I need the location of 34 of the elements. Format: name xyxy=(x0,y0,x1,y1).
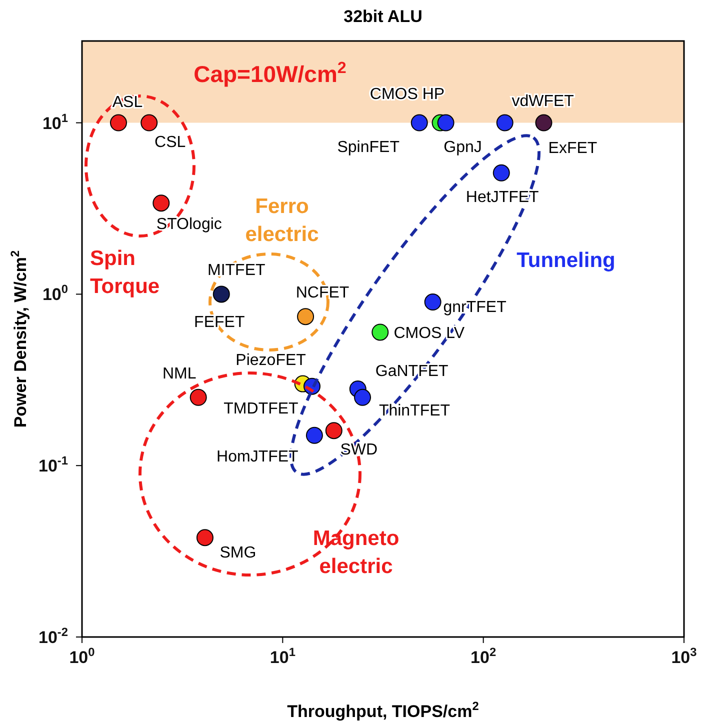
annotation: Spin Torque xyxy=(90,247,160,298)
band-label: Cap=10W/cm$^{2}$ xyxy=(194,59,346,87)
y-tick-label: 10$^{-2}$ xyxy=(38,625,68,647)
annotation: TMDTFET xyxy=(224,400,299,418)
annotation: NML xyxy=(162,365,196,382)
annotation: gnrTFET xyxy=(443,299,507,316)
annotation: ASL xyxy=(112,94,143,111)
y-tick-label: 10$^{-1}$ xyxy=(38,454,68,476)
annotation: CSL xyxy=(154,134,186,151)
x-tick-label: 10$^{1}$ xyxy=(270,645,296,667)
annotation: PiezoFET xyxy=(236,352,306,369)
y-tick-label: 10$^{1}$ xyxy=(42,110,68,133)
annotation: HomJTFET xyxy=(216,448,299,466)
annotation: CMOS HP xyxy=(370,86,445,103)
annotation: SpinFET xyxy=(337,138,400,156)
annotation: STOlogic xyxy=(156,216,222,234)
annotation: CMOS LV xyxy=(394,325,465,342)
chart-title: 32bit ALU xyxy=(344,7,422,26)
annotation: FEFET xyxy=(194,314,245,332)
annotation: SMG xyxy=(220,544,256,562)
annotation: Ferro electric xyxy=(245,195,320,246)
x-tick-label: 10$^{2}$ xyxy=(470,645,496,667)
x-tick-label: 10$^{3}$ xyxy=(671,645,698,667)
annotation: vdWFET xyxy=(512,92,574,110)
annotation: Tunneling xyxy=(516,249,616,272)
annotation: MITFET xyxy=(208,262,266,280)
x-tick-label: 10$^{0}$ xyxy=(69,645,96,667)
annotation: GaNTFET xyxy=(375,362,449,380)
annotation: NCFET xyxy=(296,284,350,302)
annotation: Magneto electric xyxy=(312,527,400,578)
annotation: ExFET xyxy=(548,140,598,157)
annotation: GpnJ xyxy=(444,138,482,156)
x-axis-title: Throughput, TIOPS/cm$^{2}$ xyxy=(287,699,480,721)
y-tick-label: 10$^{0}$ xyxy=(42,282,68,304)
